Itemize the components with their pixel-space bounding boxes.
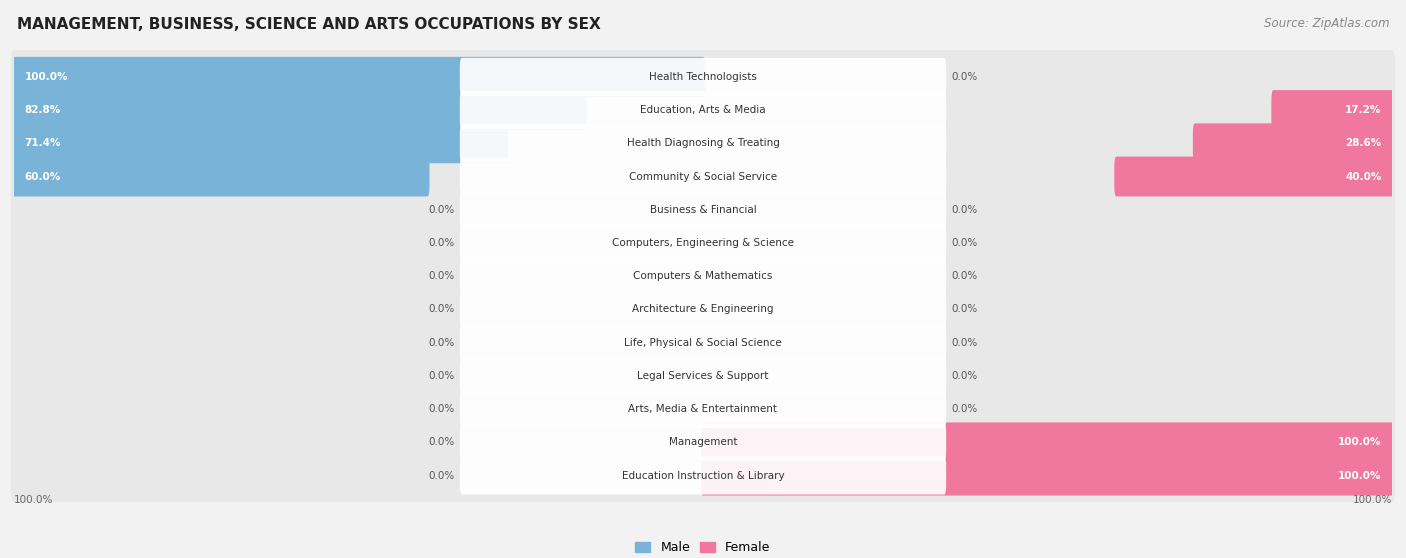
Text: Legal Services & Support: Legal Services & Support	[637, 371, 769, 381]
Text: Architecture & Engineering: Architecture & Engineering	[633, 305, 773, 315]
FancyBboxPatch shape	[702, 456, 1393, 496]
Text: 0.0%: 0.0%	[429, 404, 456, 414]
FancyBboxPatch shape	[1192, 123, 1393, 163]
Text: Health Diagnosing & Treating: Health Diagnosing & Treating	[627, 138, 779, 148]
FancyBboxPatch shape	[11, 150, 1395, 203]
Text: Community & Social Service: Community & Social Service	[628, 171, 778, 181]
Legend: Male, Female: Male, Female	[630, 536, 776, 558]
Text: 0.0%: 0.0%	[950, 371, 977, 381]
FancyBboxPatch shape	[11, 117, 1395, 170]
FancyBboxPatch shape	[702, 422, 1393, 463]
FancyBboxPatch shape	[460, 124, 946, 162]
Text: 40.0%: 40.0%	[1346, 171, 1382, 181]
FancyBboxPatch shape	[13, 123, 508, 163]
FancyBboxPatch shape	[11, 316, 1395, 369]
FancyBboxPatch shape	[460, 224, 946, 262]
Text: 17.2%: 17.2%	[1346, 105, 1382, 115]
FancyBboxPatch shape	[1115, 157, 1393, 196]
FancyBboxPatch shape	[460, 191, 946, 229]
Text: 0.0%: 0.0%	[950, 404, 977, 414]
Text: Education Instruction & Library: Education Instruction & Library	[621, 470, 785, 480]
Text: 0.0%: 0.0%	[429, 271, 456, 281]
Text: Business & Financial: Business & Financial	[650, 205, 756, 215]
Text: Management: Management	[669, 437, 737, 448]
Text: 0.0%: 0.0%	[950, 338, 977, 348]
FancyBboxPatch shape	[11, 249, 1395, 303]
Text: Arts, Media & Entertainment: Arts, Media & Entertainment	[628, 404, 778, 414]
Text: 0.0%: 0.0%	[429, 371, 456, 381]
Text: 0.0%: 0.0%	[429, 338, 456, 348]
Text: Health Technologists: Health Technologists	[650, 72, 756, 82]
FancyBboxPatch shape	[13, 157, 429, 196]
FancyBboxPatch shape	[460, 291, 946, 329]
FancyBboxPatch shape	[11, 416, 1395, 469]
Text: 60.0%: 60.0%	[24, 171, 60, 181]
FancyBboxPatch shape	[11, 183, 1395, 237]
FancyBboxPatch shape	[460, 390, 946, 428]
FancyBboxPatch shape	[11, 50, 1395, 103]
Text: 0.0%: 0.0%	[429, 205, 456, 215]
Text: 0.0%: 0.0%	[950, 72, 977, 82]
Text: MANAGEMENT, BUSINESS, SCIENCE AND ARTS OCCUPATIONS BY SEX: MANAGEMENT, BUSINESS, SCIENCE AND ARTS O…	[17, 17, 600, 32]
FancyBboxPatch shape	[11, 84, 1395, 137]
FancyBboxPatch shape	[13, 57, 704, 97]
Text: 100.0%: 100.0%	[1339, 437, 1382, 448]
Text: Education, Arts & Media: Education, Arts & Media	[640, 105, 766, 115]
FancyBboxPatch shape	[460, 257, 946, 295]
FancyBboxPatch shape	[11, 383, 1395, 436]
Text: 0.0%: 0.0%	[950, 238, 977, 248]
Text: 100.0%: 100.0%	[24, 72, 67, 82]
Text: Computers & Mathematics: Computers & Mathematics	[633, 271, 773, 281]
Text: 0.0%: 0.0%	[950, 205, 977, 215]
Text: 100.0%: 100.0%	[1339, 470, 1382, 480]
Text: 0.0%: 0.0%	[950, 305, 977, 315]
FancyBboxPatch shape	[13, 90, 586, 130]
FancyBboxPatch shape	[460, 424, 946, 461]
FancyBboxPatch shape	[460, 58, 946, 96]
FancyBboxPatch shape	[1271, 90, 1393, 130]
FancyBboxPatch shape	[460, 91, 946, 129]
FancyBboxPatch shape	[460, 357, 946, 395]
Text: 28.6%: 28.6%	[1346, 138, 1382, 148]
Text: Life, Physical & Social Science: Life, Physical & Social Science	[624, 338, 782, 348]
Text: 82.8%: 82.8%	[24, 105, 60, 115]
Text: 0.0%: 0.0%	[429, 437, 456, 448]
FancyBboxPatch shape	[11, 217, 1395, 270]
FancyBboxPatch shape	[11, 449, 1395, 502]
Text: 100.0%: 100.0%	[1353, 494, 1392, 504]
Text: Computers, Engineering & Science: Computers, Engineering & Science	[612, 238, 794, 248]
Text: 71.4%: 71.4%	[24, 138, 60, 148]
Text: 0.0%: 0.0%	[950, 271, 977, 281]
Text: 0.0%: 0.0%	[429, 305, 456, 315]
FancyBboxPatch shape	[460, 324, 946, 362]
FancyBboxPatch shape	[460, 157, 946, 195]
FancyBboxPatch shape	[460, 456, 946, 494]
FancyBboxPatch shape	[11, 349, 1395, 402]
Text: 100.0%: 100.0%	[14, 494, 53, 504]
FancyBboxPatch shape	[11, 283, 1395, 336]
Text: Source: ZipAtlas.com: Source: ZipAtlas.com	[1264, 17, 1389, 30]
Text: 0.0%: 0.0%	[429, 470, 456, 480]
Text: 0.0%: 0.0%	[429, 238, 456, 248]
